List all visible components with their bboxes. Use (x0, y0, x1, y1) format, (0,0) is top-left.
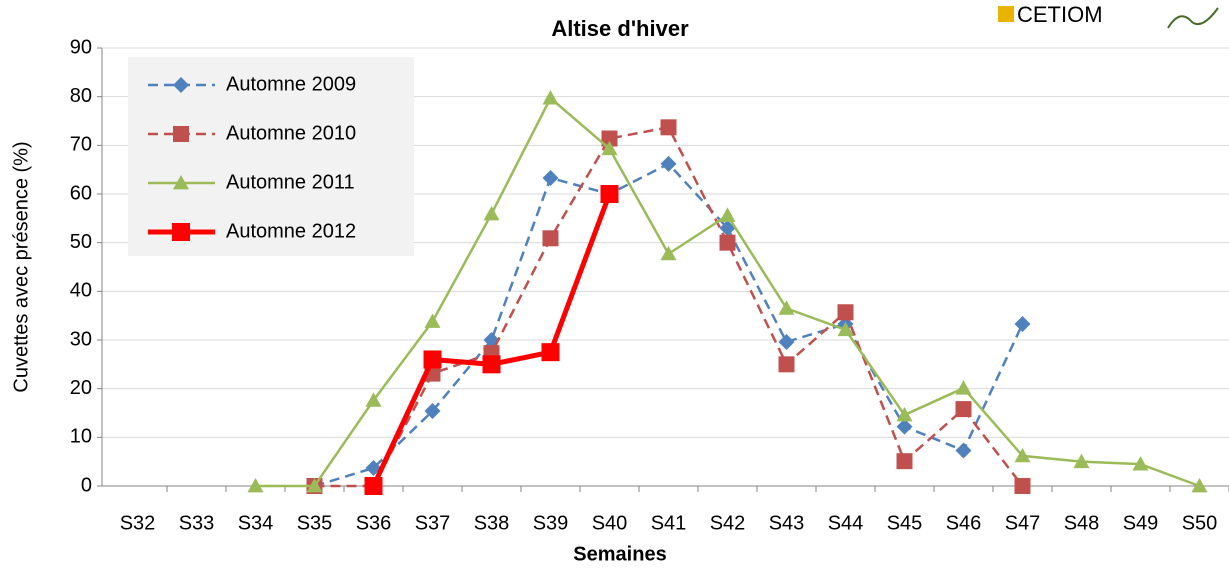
data-point (364, 477, 383, 495)
data-point (482, 355, 501, 374)
data-point (660, 155, 677, 172)
x-tick-label: S32 (120, 512, 156, 534)
data-point (778, 300, 795, 315)
y-tick-label: 10 (70, 426, 92, 448)
data-point (896, 453, 913, 470)
data-point (601, 130, 618, 147)
x-tick-label: S50 (1182, 512, 1218, 534)
legend-marker (173, 126, 189, 142)
logo: CETIOM (1017, 2, 1103, 27)
legend-marker (173, 175, 189, 190)
data-point (424, 403, 441, 420)
y-tick-label: 0 (81, 474, 92, 496)
x-tick-label: S33 (179, 512, 215, 534)
y-tick-label: 90 (70, 36, 92, 58)
data-point (542, 169, 559, 186)
data-point (955, 442, 972, 459)
legend-marker (172, 223, 190, 241)
data-point (778, 356, 795, 373)
x-tick-label: S40 (592, 512, 628, 534)
legend-box (128, 57, 414, 256)
data-point (1191, 478, 1208, 493)
x-tick-label: S43 (769, 512, 805, 534)
data-point (955, 401, 972, 418)
x-tick-label: S37 (415, 512, 451, 534)
logo-icon (998, 6, 1014, 22)
x-tick-label: S42 (710, 512, 746, 534)
data-point (778, 333, 795, 350)
data-point (542, 230, 559, 247)
x-tick-label: S35 (297, 512, 333, 534)
data-point (1014, 478, 1031, 494)
x-tick-label: S45 (887, 512, 923, 534)
data-point (660, 119, 677, 136)
chart-title: Altise d'hiver (551, 16, 689, 41)
data-point (660, 245, 677, 261)
data-point (424, 313, 441, 328)
x-tick-label: S34 (238, 512, 274, 534)
data-point (1014, 447, 1031, 463)
x-tick-label: S47 (1005, 512, 1041, 534)
y-tick-label: 70 (70, 134, 92, 156)
y-tick-label: 40 (70, 280, 92, 302)
data-point (601, 140, 618, 156)
data-point (600, 185, 619, 203)
x-tick-label: S39 (533, 512, 569, 534)
legend-label: Automne 2011 (226, 171, 355, 193)
data-point (837, 304, 854, 321)
logo-mark (1167, 7, 1219, 29)
data-point (306, 478, 323, 493)
x-tick-label: S46 (946, 512, 982, 534)
data-point (247, 478, 264, 493)
data-point (1014, 315, 1031, 332)
x-tick-label: S41 (651, 512, 687, 534)
x-tick-label: S36 (356, 512, 392, 534)
data-point (423, 350, 442, 369)
legend-label: Automne 2010 (226, 122, 356, 144)
data-point (719, 207, 736, 222)
y-tick-label: 20 (70, 377, 92, 399)
y-axis-label: Cuvettes avec présence (%) (10, 141, 32, 392)
data-point (896, 418, 913, 435)
data-point (541, 343, 560, 362)
y-tick-label: 60 (70, 182, 92, 204)
x-tick-label: S48 (1064, 512, 1100, 534)
data-point (483, 205, 500, 221)
legend-label: Automne 2009 (226, 73, 356, 95)
data-point (1132, 456, 1149, 471)
legend-marker (173, 77, 189, 93)
data-point (719, 234, 736, 251)
data-point (365, 392, 382, 407)
y-tick-label: 50 (70, 231, 92, 253)
x-tick-label: S49 (1123, 512, 1159, 534)
data-point (955, 380, 972, 395)
data-point (719, 220, 736, 237)
data-point (1073, 453, 1090, 469)
x-tick-label: S38 (474, 512, 510, 534)
x-axis-label: Semaines (573, 543, 666, 565)
y-tick-label: 30 (70, 328, 92, 350)
data-point (837, 321, 854, 337)
data-point (542, 90, 559, 105)
y-tick-label: 80 (70, 85, 92, 107)
data-point (896, 406, 913, 422)
legend-label: Automne 2012 (226, 220, 356, 242)
x-tick-label: S44 (828, 512, 864, 534)
